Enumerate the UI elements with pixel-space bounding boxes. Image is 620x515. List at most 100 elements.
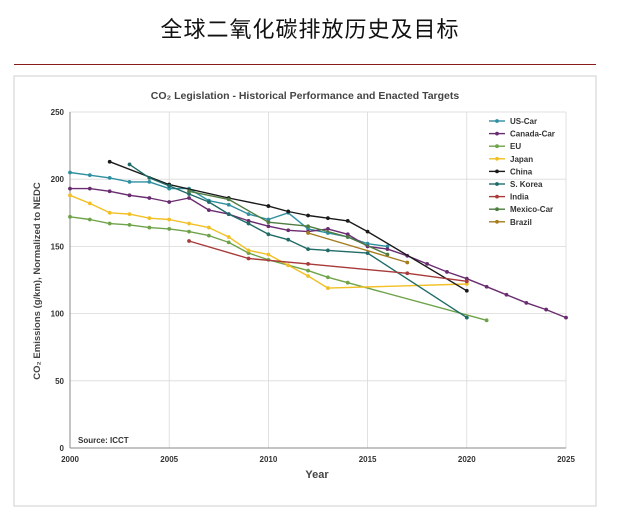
legend-label-canada-car: Canada-Car xyxy=(510,130,555,139)
data-point-canada-car xyxy=(464,276,469,281)
legend-item-eu: EU xyxy=(489,142,521,151)
data-point-eu xyxy=(345,280,350,285)
legend-label-s-korea: S. Korea xyxy=(510,180,543,189)
series-lines xyxy=(68,159,568,323)
x-tick-label: 2005 xyxy=(160,455,178,464)
data-point-s-korea xyxy=(306,247,310,251)
data-point-eu xyxy=(326,275,330,280)
legend-label-india: India xyxy=(510,193,529,202)
slide-title: 全球二氧化碳排放历史及目标 xyxy=(160,18,460,43)
data-point-mexico-car xyxy=(266,220,271,225)
data-point-china xyxy=(365,229,370,234)
data-point-china xyxy=(345,218,350,223)
data-point-canada-car xyxy=(345,232,350,237)
data-point-japan xyxy=(127,212,132,217)
y-tick-label: 0 xyxy=(60,444,65,453)
data-point-canada-car xyxy=(87,186,92,191)
data-point-india xyxy=(246,256,251,261)
data-point-s-korea xyxy=(246,221,251,226)
legend-marker-india xyxy=(495,194,499,199)
data-point-japan xyxy=(246,248,251,253)
legend: US-Car Canada-Car EU Japan China S. Korea Indi… xyxy=(489,117,555,227)
data-point-canada-car xyxy=(326,227,330,231)
series-india xyxy=(187,239,469,284)
legend-marker-us-car xyxy=(495,119,499,123)
data-point-canada-car xyxy=(484,284,489,289)
axes: 0 50 100 150 200 250 2000 2005 2010 2015 2020 2025 xyxy=(51,108,576,464)
data-point-china xyxy=(266,204,271,208)
data-point-japan xyxy=(167,217,172,222)
legend-marker-s-korea xyxy=(495,182,499,186)
data-point-mexico-car xyxy=(345,235,350,239)
data-point-eu xyxy=(484,318,489,323)
data-point-s-korea xyxy=(266,232,271,237)
data-point-canada-car xyxy=(206,208,211,213)
data-point-canada-car xyxy=(524,300,529,305)
legend-label-eu: EU xyxy=(510,142,521,151)
data-point-mexico-car xyxy=(385,252,390,257)
legend-item-japan: Japan xyxy=(489,155,533,164)
legend-item-china: China xyxy=(489,167,533,176)
data-point-s-korea xyxy=(286,237,291,242)
data-point-canada-car xyxy=(147,196,152,200)
y-axis-label: CO₂ Emissions (g/km), Normalized to NEDC xyxy=(32,182,43,380)
series-line-canada-car xyxy=(70,187,567,319)
data-point-japan xyxy=(87,201,92,206)
data-point-us-car xyxy=(266,217,271,222)
data-point-canada-car xyxy=(385,247,390,251)
data-point-eu xyxy=(87,217,92,222)
data-point-china xyxy=(306,213,310,218)
legend-item-india: India xyxy=(489,193,529,202)
data-point-japan xyxy=(147,216,152,221)
data-point-s-korea xyxy=(127,162,132,167)
series-s-korea xyxy=(127,162,469,320)
data-point-us-car xyxy=(147,179,152,184)
data-point-eu xyxy=(127,222,132,227)
series-china xyxy=(107,159,469,293)
data-point-us-car xyxy=(107,175,112,180)
data-point-canada-car xyxy=(246,218,251,223)
data-point-us-car xyxy=(87,173,92,178)
data-point-mexico-car xyxy=(306,224,310,229)
data-point-china xyxy=(286,209,291,214)
legend-item-canada-car: Canada-Car xyxy=(489,130,555,139)
data-point-eu xyxy=(107,221,112,226)
legend-marker-japan xyxy=(495,156,499,161)
data-point-india xyxy=(464,279,469,284)
legend-label-brazil: Brazil xyxy=(510,218,532,227)
data-point-us-car xyxy=(226,202,231,207)
data-point-china xyxy=(464,288,469,293)
data-point-canada-car xyxy=(445,270,449,274)
data-point-canada-car xyxy=(425,261,430,266)
data-point-us-car xyxy=(127,179,132,184)
data-point-japan xyxy=(107,210,112,215)
data-point-canada-car xyxy=(564,315,568,320)
data-point-us-car xyxy=(385,244,390,249)
data-point-japan xyxy=(206,225,211,230)
legend-label-japan: Japan xyxy=(510,155,533,164)
data-point-japan xyxy=(306,274,310,278)
series-mexico-car xyxy=(187,189,390,257)
x-tick-label: 2015 xyxy=(359,455,377,464)
data-point-s-korea xyxy=(464,315,469,320)
data-point-canada-car xyxy=(544,307,549,312)
data-point-canada-car xyxy=(286,228,291,233)
data-point-japan xyxy=(464,282,469,286)
data-point-canada-car xyxy=(504,292,509,297)
legend-marker-canada-car xyxy=(495,131,499,136)
data-point-brazil xyxy=(306,231,310,235)
data-point-china xyxy=(107,159,112,164)
series-line-china xyxy=(109,161,468,292)
data-point-japan xyxy=(68,193,72,198)
data-point-s-korea xyxy=(206,200,211,204)
series-japan xyxy=(68,193,469,290)
data-point-s-korea xyxy=(226,212,231,217)
data-point-brazil xyxy=(405,260,410,265)
data-point-india xyxy=(187,239,191,243)
data-point-s-korea xyxy=(187,192,191,196)
data-point-japan xyxy=(226,235,231,239)
y-tick-label: 250 xyxy=(51,108,65,117)
data-point-s-korea xyxy=(167,184,172,188)
legend-label-mexico-car: Mexico-Car xyxy=(510,205,553,214)
